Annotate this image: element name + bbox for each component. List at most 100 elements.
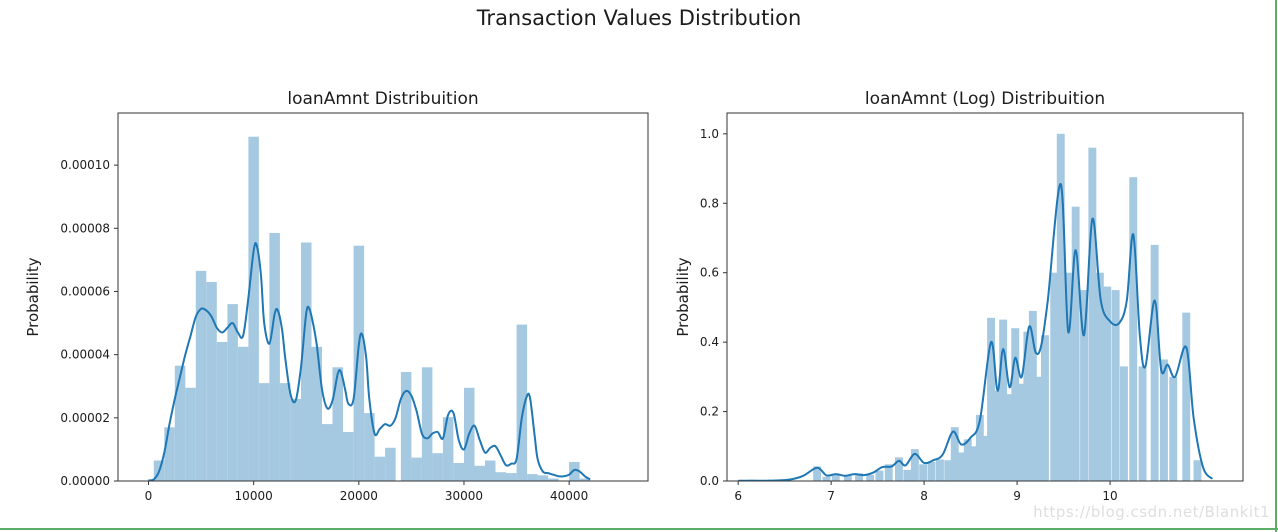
- histogram-bar: [1120, 366, 1128, 481]
- histogram-bar: [903, 469, 912, 481]
- kde-curve: [148, 242, 591, 481]
- histogram-bar: [290, 398, 301, 481]
- histogram-bar: [813, 466, 822, 481]
- y-tick-label: 0.4: [700, 335, 719, 349]
- plot-area: [738, 133, 1214, 481]
- histogram-bar: [432, 453, 443, 481]
- histogram-bar: [1011, 328, 1020, 481]
- histogram-bar: [400, 372, 412, 481]
- x-tick-label: 8: [920, 489, 928, 503]
- histogram-bar: [164, 427, 175, 481]
- histogram-bar: [485, 460, 496, 481]
- histogram-bar: [227, 304, 238, 481]
- histogram-bar: [1056, 133, 1065, 481]
- histogram-bar: [1071, 206, 1080, 481]
- histogram-bar: [364, 413, 375, 481]
- histogram-bar: [1080, 290, 1088, 481]
- histogram-bar: [1023, 331, 1032, 481]
- histogram-bar: [353, 245, 365, 481]
- y-tick-label: 0.00002: [60, 411, 110, 425]
- histogram-bar: [1129, 177, 1138, 481]
- x-tick-label: 0: [145, 489, 153, 503]
- histogram-bar: [311, 346, 322, 481]
- histogram-bar: [374, 456, 386, 481]
- histogram-bar: [569, 462, 580, 481]
- x-axis: 6 7 8 9 10: [734, 481, 1118, 503]
- histogram-bar: [944, 460, 953, 481]
- histogram-bar: [910, 449, 919, 481]
- histogram-bar: [548, 478, 559, 481]
- histogram-bar: [506, 473, 517, 481]
- histogram-bar: [174, 365, 186, 481]
- x-tick-label: 7: [827, 489, 835, 503]
- histogram-bar: [537, 475, 549, 481]
- histogram-bar: [279, 383, 291, 481]
- histogram-bar: [831, 474, 840, 481]
- y-tick-label: 0.2: [700, 405, 719, 419]
- screenshot-border-bottom: [0, 528, 1278, 530]
- histogram-bar: [1095, 272, 1104, 481]
- subplot-title: loanAmnt Distribuition: [287, 89, 478, 109]
- histogram-bar: [999, 319, 1008, 481]
- histogram-bar: [1050, 272, 1059, 481]
- x-tick-label: 30000: [445, 489, 483, 503]
- histogram-bar: [970, 446, 979, 481]
- histogram-bar: [875, 470, 884, 481]
- histogram-bar: [332, 367, 343, 481]
- y-tick-label: 0.8: [700, 196, 719, 210]
- histogram-bars: [748, 133, 1202, 481]
- histogram-bar: [248, 136, 259, 481]
- histogram-bar: [866, 474, 875, 481]
- histogram-bar: [1182, 312, 1191, 481]
- y-axis-label: Probability: [674, 257, 692, 336]
- histogram-bar: [957, 452, 966, 481]
- histogram-bar: [1160, 359, 1168, 481]
- x-tick-label: 9: [1013, 489, 1021, 503]
- histogram-bar: [950, 427, 959, 481]
- x-tick-label: 20000: [340, 489, 378, 503]
- histogram-bar: [895, 457, 903, 481]
- histogram-bar: [216, 342, 228, 481]
- histogram-bar: [269, 233, 280, 481]
- y-tick-label: 0.0: [700, 474, 719, 488]
- histogram-bar: [1028, 310, 1037, 481]
- watermark-text: https://blog.csdn.net/Blankit1: [1033, 503, 1270, 521]
- x-tick-label: 10000: [235, 489, 273, 503]
- y-axis: 0.00000 0.00002 0.00004 0.00006 0.00008 0.000…: [60, 158, 118, 488]
- histogram-bar: [963, 439, 972, 481]
- histogram-bar: [1150, 244, 1159, 481]
- histogram-bar: [1111, 290, 1120, 481]
- histogram-bar: [258, 383, 270, 481]
- y-axis: 0.0 0.2 0.4 0.6 0.8 1.0: [700, 127, 727, 488]
- histogram-bar: [343, 432, 354, 481]
- screenshot-border-right: [1275, 0, 1277, 532]
- histogram-bar: [927, 461, 936, 481]
- x-tick-label: 40000: [550, 489, 588, 503]
- histogram-bar: [237, 346, 249, 481]
- histogram-bar: [987, 317, 995, 481]
- histogram-bar: [411, 457, 422, 481]
- histogram-bar: [1064, 272, 1073, 481]
- histogram-bar: [919, 464, 928, 481]
- y-tick-label: 0.00006: [60, 284, 110, 298]
- y-tick-label: 1.0: [700, 127, 719, 141]
- kde-curve: [738, 183, 1214, 481]
- histogram-bar: [855, 473, 863, 481]
- y-tick-label: 0.00004: [60, 348, 110, 362]
- histogram-bar: [822, 476, 831, 481]
- y-tick-label: 0.6: [700, 266, 719, 280]
- histogram-bar: [474, 465, 485, 481]
- histogram-bar: [1035, 376, 1044, 481]
- histogram-bar: [993, 390, 1002, 481]
- histogram-bar: [936, 459, 944, 481]
- histogram-bar: [385, 447, 396, 481]
- histogram-bar: [421, 367, 433, 481]
- y-tick-label: 0.00000: [60, 474, 110, 488]
- histogram-bar: [981, 435, 990, 481]
- histogram-bar: [322, 424, 333, 481]
- histogram-bars: [153, 136, 591, 481]
- histogram-bar: [1041, 335, 1049, 481]
- histogram-bar: [1138, 366, 1147, 481]
